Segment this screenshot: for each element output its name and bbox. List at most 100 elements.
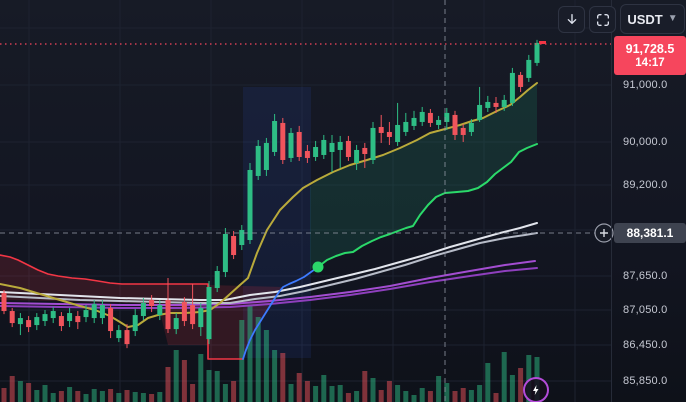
volume-bar [206,370,212,402]
candlestick [354,149,360,163]
price-scale-label: 85,850.0 [623,375,668,387]
volume-bar [280,353,286,402]
candlestick [436,119,442,125]
candlestick [83,310,89,318]
candlestick [534,42,540,63]
yellow-ma-line [0,82,538,328]
volume-bar [288,384,294,402]
volume-bar [354,391,360,402]
volume-bar [140,393,146,402]
volume-bar [436,376,442,402]
volume-bar [485,363,491,402]
volume-bar [34,390,40,402]
plus-icon [600,229,608,237]
candlestick [321,139,327,155]
trailing-stop-line-bullish [317,143,538,268]
candlestick [173,318,179,330]
candlestick [222,233,228,273]
candlestick [42,314,48,322]
volume-bar [362,371,368,402]
candlestick [26,320,32,328]
candlestick [403,121,409,132]
quote-currency-dropdown[interactable]: USDT ▼ [620,4,685,34]
candlestick [67,313,73,322]
candlestick [91,304,97,319]
volume-bar [403,391,409,402]
volume-bar [386,381,392,402]
candlestick [378,126,384,133]
trailing-stop-line-bearish [0,254,244,360]
candlestick [99,305,105,319]
last-price-value: 91,728.5 [625,42,675,56]
candlestick [214,271,220,289]
candlestick [34,317,40,326]
candlestick [280,122,286,160]
volume-bar [304,381,310,402]
volume-bar [198,354,204,402]
volume-bar [247,305,253,402]
candlestick [255,145,261,176]
candlestick [140,303,146,317]
indicator-down-button[interactable] [558,6,585,33]
last-price-badge: 91,728.5 14:17 [614,36,686,75]
purple-ma-line [0,267,538,309]
candlestick [411,117,417,126]
candlestick [526,59,532,78]
candlestick [165,300,171,330]
candlestick [288,132,294,158]
candlestick [17,318,23,325]
price-scale-label: 87,050.0 [623,304,668,316]
volume-bar [501,352,507,402]
candlestick [75,316,81,323]
candlestick [313,146,319,157]
volume-bar [9,376,15,402]
volume-bar [50,393,56,402]
volume-bar [345,393,351,402]
volume-bar [518,368,524,402]
candlestick [296,131,302,157]
volume-bar [67,387,73,402]
fullscreen-frame-icon [596,13,609,26]
volume-bar [444,383,450,402]
candlestick [452,114,458,135]
white-ma-line [0,222,538,301]
volume-bar [239,320,245,402]
candlestick [329,142,335,152]
candlestick [198,308,204,328]
volume-bar [116,393,122,402]
fullscreen-button[interactable] [589,6,616,33]
candlestick [50,311,56,319]
volume-bar [468,390,474,402]
price-scale-label: 87,650.0 [623,270,668,282]
volume-bar [108,389,114,402]
volume-bar [255,317,261,402]
volume-bar [132,392,138,402]
candlestick [206,286,212,340]
volume-bar [214,371,220,402]
arrow-down-icon [567,13,576,24]
candlestick [181,302,187,322]
candlestick [518,74,524,87]
bullish-cloud-fill [310,83,537,270]
candle-countdown-timer: 14:17 [635,57,665,69]
purple-ma-line [0,260,536,306]
volume-bar [427,391,433,402]
volume-bar [1,388,7,402]
candlestick [247,169,253,241]
candlestick [116,330,122,339]
volume-bar [509,375,515,402]
volume-bar [181,360,187,402]
price-scale[interactable]: 91,728.5 14:17 88,381.1 91,000.0 90,000.0… [611,0,686,402]
price-scale-label: 90,000.0 [623,136,668,148]
volume-bar [231,381,237,402]
candlestick [272,120,278,152]
chevron-down-icon: ▼ [667,13,678,24]
volume-bar [263,330,269,402]
volume-bar [190,384,196,402]
quick-trade-button[interactable] [523,377,549,402]
candlestick [58,316,64,327]
candlestick [157,305,163,316]
volume-bar [370,378,376,402]
